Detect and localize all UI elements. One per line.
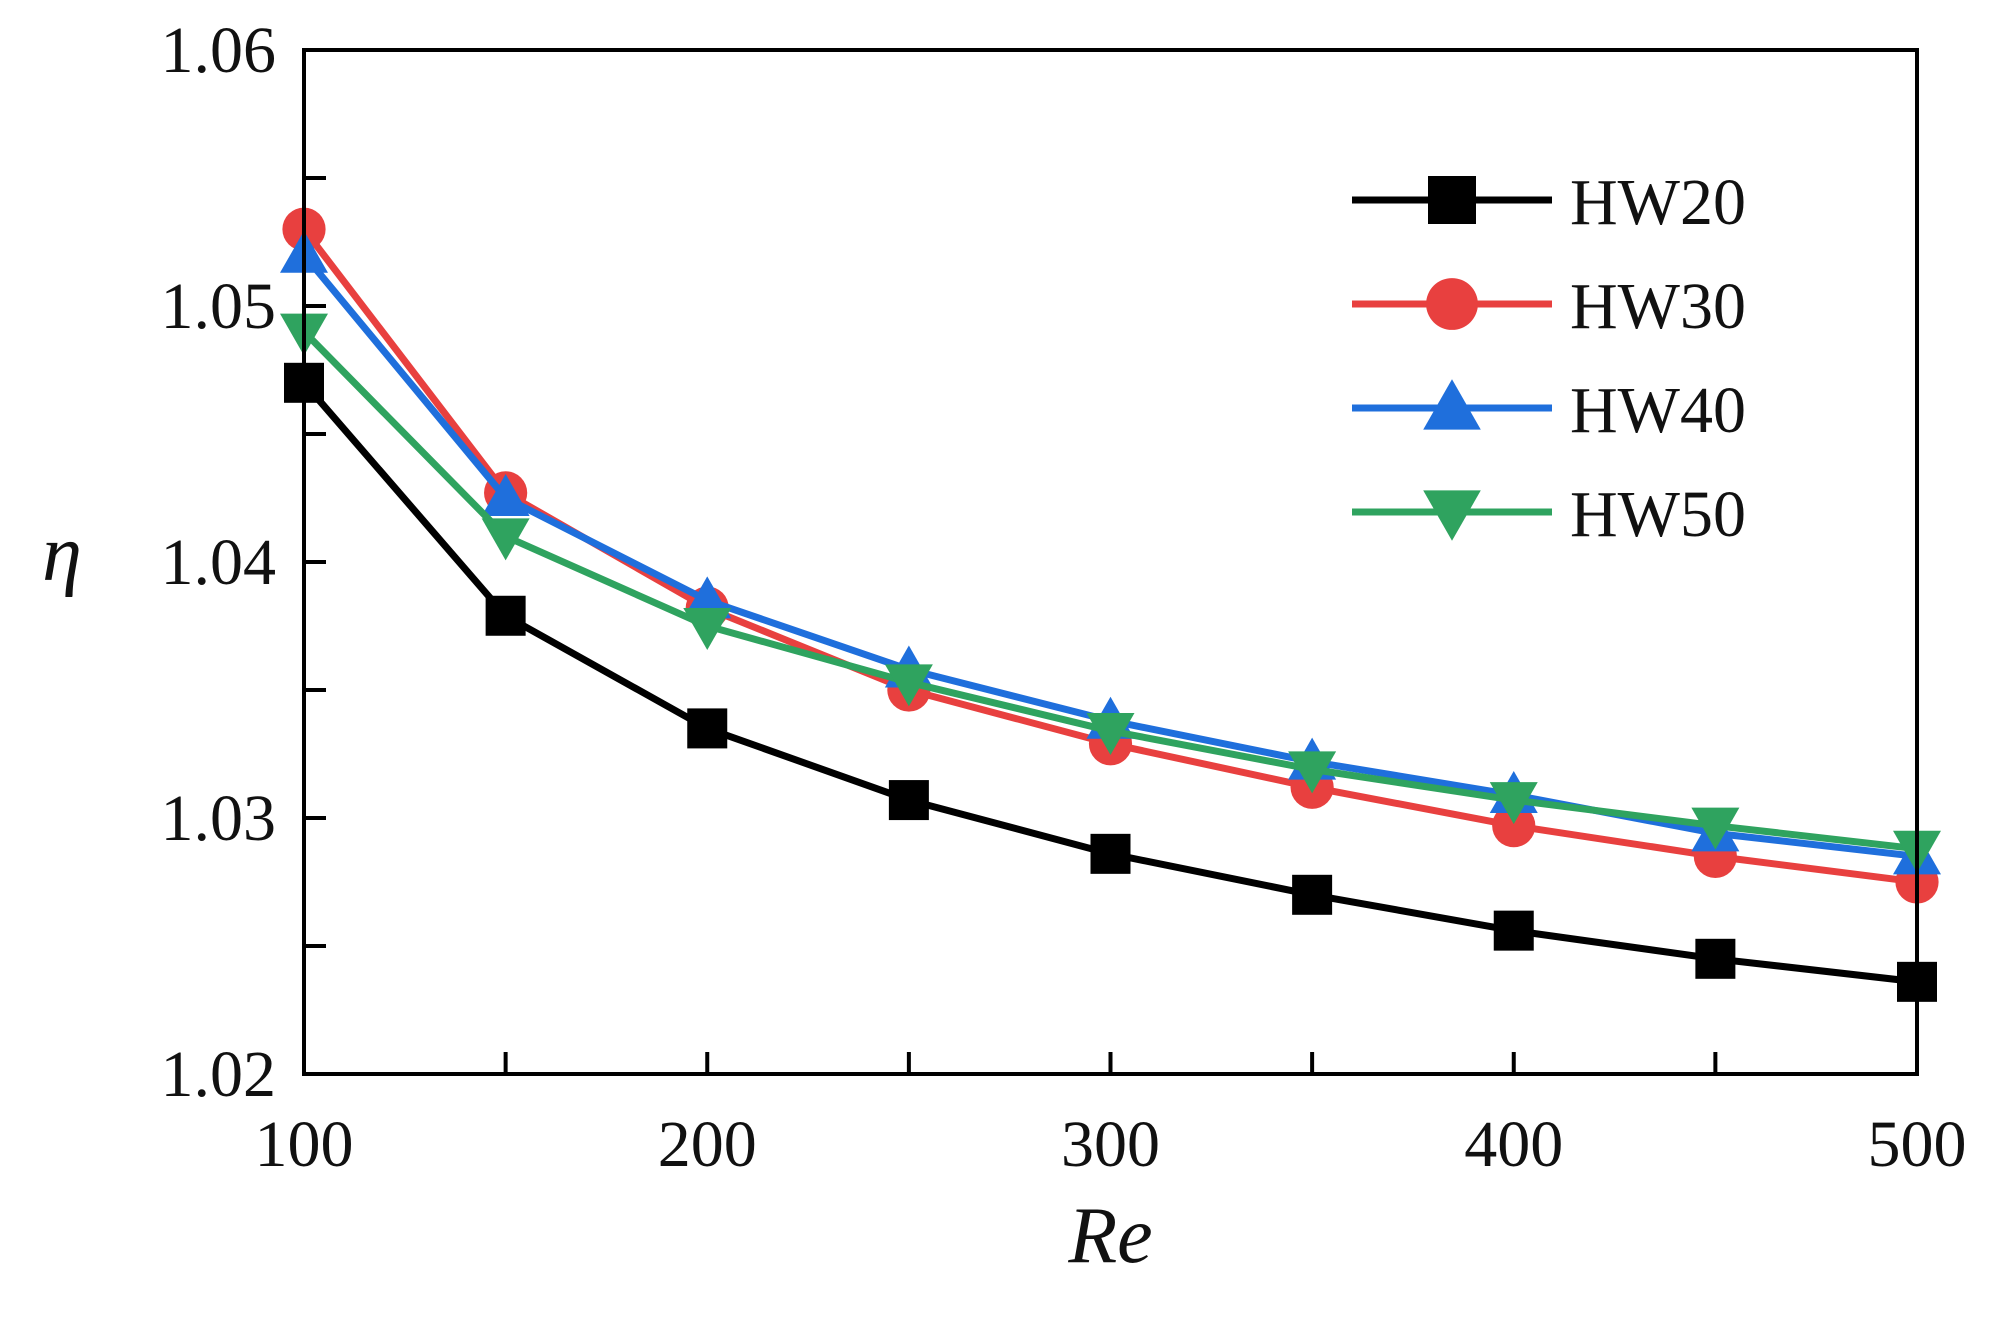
data-point [888, 780, 929, 821]
x-tick-label: 400 [1464, 1108, 1563, 1181]
data-point [1090, 833, 1131, 874]
series-layer [280, 207, 1941, 1002]
data-point [687, 708, 728, 749]
legend-item-hw40: HW40 [1352, 374, 1746, 447]
data-point [1493, 910, 1534, 951]
y-axis-title: η [42, 510, 82, 598]
y-tick-labels: 1.02 1.03 1.04 1.05 1.06 [161, 14, 277, 1111]
data-point [1292, 874, 1333, 915]
data-point [1489, 782, 1538, 825]
legend-item-hw50: HW50 [1352, 478, 1746, 551]
y-tick-label: 1.06 [161, 14, 277, 87]
minor-ticks [304, 176, 1718, 1074]
legend-label: HW50 [1570, 478, 1746, 551]
series-hw50 [280, 313, 1941, 873]
legend-label: HW40 [1570, 374, 1746, 447]
data-point [481, 518, 530, 561]
y-tick-label: 1.02 [161, 1038, 277, 1111]
legend-label: HW20 [1570, 166, 1746, 239]
x-tick-label: 300 [1061, 1108, 1160, 1181]
plot-frame [302, 48, 1919, 1076]
legend-marker [1428, 176, 1476, 224]
x-tick-label: 100 [255, 1108, 354, 1181]
x-axis-title: Re [1067, 1192, 1152, 1280]
y-tick-label: 1.04 [161, 526, 277, 599]
legend-label: HW30 [1570, 270, 1746, 343]
data-point [884, 664, 933, 707]
x-tick-labels: 100 200 300 400 500 [255, 1108, 1967, 1181]
data-point [481, 474, 530, 516]
legend-item-hw30: HW30 [1352, 270, 1746, 343]
x-tick-label: 500 [1868, 1108, 1967, 1181]
data-point [1492, 804, 1536, 848]
data-point [683, 576, 732, 619]
data-point [1086, 712, 1135, 755]
legend-marker [1426, 278, 1478, 330]
legend-marker [1423, 490, 1481, 541]
data-point [1288, 751, 1337, 794]
data-point [683, 608, 732, 650]
series-hw20 [284, 362, 1937, 1002]
series-line [301, 380, 1918, 986]
data-point [485, 595, 526, 636]
x-tick-label: 200 [658, 1108, 757, 1181]
legend-item-hw20: HW20 [1352, 166, 1746, 239]
y-tick-label: 1.05 [161, 270, 277, 343]
legend: HW20 HW30 HW40 HW50 [1352, 166, 1746, 551]
data-point [1691, 807, 1740, 850]
y-tick-label: 1.03 [161, 782, 277, 855]
legend-marker [1423, 379, 1481, 430]
data-point [1695, 938, 1736, 979]
